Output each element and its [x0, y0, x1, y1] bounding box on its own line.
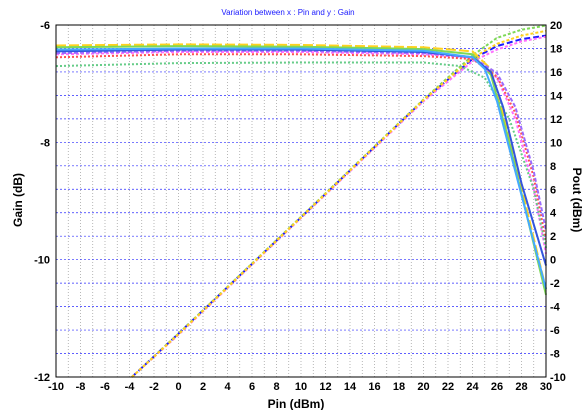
- y2-tick-label: 20: [550, 20, 562, 32]
- x-tick-label: 14: [344, 381, 357, 393]
- y2-axis-label: Pout (dBm): [570, 168, 584, 233]
- y2-tick-label: 10: [550, 137, 562, 149]
- y2-tick-label: 4: [550, 208, 557, 220]
- x-tick-label: 8: [273, 381, 279, 393]
- x-tick-label: 10: [295, 381, 307, 393]
- chart-title: Variation between x : Pin and y : Gain: [221, 8, 354, 17]
- x-tick-label: 6: [249, 381, 255, 393]
- x-tick-label: 28: [515, 381, 527, 393]
- x-axis-label: Pin (dBm): [268, 397, 325, 410]
- x-tick-label: 4: [224, 381, 231, 393]
- x-tick-label: 24: [466, 381, 479, 393]
- x-tick-label: 16: [368, 381, 380, 393]
- y2-tick-label: -8: [550, 349, 560, 361]
- y2-tick-label: 16: [550, 67, 562, 79]
- gain-series-line: [55, 47, 547, 290]
- y2-tick-label: 0: [550, 255, 556, 267]
- y-tick-labels: -12 -10 -8 -6: [34, 20, 50, 384]
- x-tick-label: 26: [491, 381, 503, 393]
- x-tick-label: -2: [149, 381, 159, 393]
- x-tick-label: 20: [417, 381, 429, 393]
- y2-tick-label: 18: [550, 43, 562, 55]
- y2-tick-label: 14: [550, 90, 563, 102]
- gain-series-line: [55, 43, 547, 290]
- y-tick-label: -6: [40, 20, 50, 32]
- y2-tick-label: 12: [550, 114, 562, 126]
- y2-tick-labels: -10 -8 -6 -4 -2 0 2 4 6 8 10 12 14 16 18 20: [550, 20, 566, 384]
- plot-frame: [55, 24, 547, 378]
- y2-tick-label: 2: [550, 231, 556, 243]
- gain-series-line: [55, 61, 547, 249]
- y2-tick-label: -10: [550, 372, 566, 384]
- y2-tick-label: -2: [550, 278, 560, 290]
- pout-series-line: [131, 29, 547, 378]
- grid: [55, 24, 547, 378]
- y-axis-label: Gain (dB): [11, 173, 25, 227]
- plot-lines: [55, 24, 547, 378]
- x-tick-label: 18: [393, 381, 405, 393]
- x-tick-label: 12: [319, 381, 331, 393]
- x-tick-label: 0: [175, 381, 181, 393]
- y-tick-label: -12: [34, 372, 50, 384]
- x-tick-label: -8: [76, 381, 86, 393]
- x-tick-label: -6: [100, 381, 110, 393]
- y-tick-label: -8: [40, 137, 50, 149]
- y-tick-label: -10: [34, 255, 50, 267]
- y2-tick-label: -6: [550, 325, 560, 337]
- y2-tick-label: 8: [550, 161, 556, 173]
- x-tick-label: 22: [442, 381, 454, 393]
- gain-series-line: [55, 53, 547, 243]
- x-tick-labels: -10 -8 -6 -4 -2 0 2 4 6 8 10 12 14 16 18 20 22 24 26 28 30: [48, 381, 552, 393]
- x-tick-label: -10: [48, 381, 64, 393]
- x-tick-label: 30: [540, 381, 552, 393]
- x-tick-label: -4: [125, 381, 136, 393]
- y2-tick-label: -4: [550, 302, 561, 314]
- x-tick-label: 2: [200, 381, 206, 393]
- y2-tick-label: 6: [550, 184, 556, 196]
